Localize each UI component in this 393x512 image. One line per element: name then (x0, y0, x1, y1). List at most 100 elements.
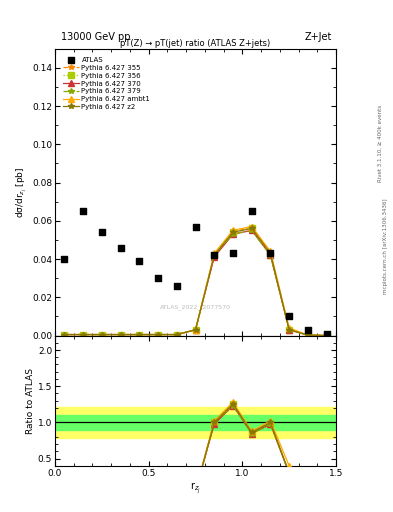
Pythia 6.427 370 (287, 327, 292, 333)
Pythia 6.427 370 (156, 331, 160, 337)
ATLAS (118, 243, 124, 251)
Text: ATLAS_2022_I2077570: ATLAS_2022_I2077570 (160, 304, 231, 310)
Pythia 6.427 ambt1 (81, 331, 86, 337)
Pythia 6.427 ambt1 (268, 248, 273, 254)
Pythia 6.427 370 (137, 331, 142, 337)
ATLAS (249, 207, 255, 216)
Pythia 6.427 z2 (81, 331, 86, 337)
Pythia 6.427 370 (306, 332, 310, 338)
Pythia 6.427 379 (212, 252, 217, 258)
Pythia 6.427 ambt1 (118, 331, 123, 337)
Pythia 6.427 355 (99, 331, 104, 337)
Text: Rivet 3.1.10, ≥ 400k events: Rivet 3.1.10, ≥ 400k events (378, 105, 383, 182)
Pythia 6.427 ambt1 (137, 331, 142, 337)
Pythia 6.427 379 (250, 227, 254, 233)
Pythia 6.427 z2 (212, 252, 217, 258)
Pythia 6.427 356 (193, 327, 198, 333)
Pythia 6.427 ambt1 (99, 331, 104, 337)
Pythia 6.427 ambt1 (231, 227, 235, 233)
Bar (55, 415, 336, 430)
X-axis label: r$_{z_j}$: r$_{z_j}$ (190, 480, 201, 496)
Pythia 6.427 370 (99, 331, 104, 337)
ATLAS (193, 222, 199, 230)
Pythia 6.427 z2 (250, 225, 254, 231)
ATLAS (323, 330, 330, 338)
Pythia 6.427 355 (268, 250, 273, 257)
Pythia 6.427 z2 (324, 332, 329, 338)
Pythia 6.427 356 (81, 331, 86, 337)
ATLAS (155, 274, 161, 282)
Pythia 6.427 355 (137, 331, 142, 337)
Line: Pythia 6.427 355: Pythia 6.427 355 (62, 224, 329, 338)
Y-axis label: dσ/dr$_{z_j}$ [pb]: dσ/dr$_{z_j}$ [pb] (15, 166, 29, 218)
Pythia 6.427 356 (287, 327, 292, 333)
Pythia 6.427 355 (118, 331, 123, 337)
Pythia 6.427 355 (156, 331, 160, 337)
Pythia 6.427 379 (231, 231, 235, 237)
Pythia 6.427 355 (231, 229, 235, 236)
ATLAS (286, 312, 292, 321)
Pythia 6.427 379 (324, 332, 329, 338)
Pythia 6.427 z2 (137, 331, 142, 337)
Pythia 6.427 356 (212, 252, 217, 258)
Title: pT(Z) → pT(jet) ratio (ATLAS Z+jets): pT(Z) → pT(jet) ratio (ATLAS Z+jets) (120, 39, 271, 48)
Pythia 6.427 356 (306, 332, 310, 338)
Pythia 6.427 355 (62, 331, 67, 337)
ATLAS (230, 249, 236, 258)
Pythia 6.427 370 (268, 252, 273, 258)
Pythia 6.427 379 (306, 332, 310, 338)
Line: Pythia 6.427 z2: Pythia 6.427 z2 (62, 226, 329, 338)
Pythia 6.427 370 (174, 331, 179, 337)
Pythia 6.427 370 (212, 254, 217, 260)
ATLAS (267, 249, 274, 258)
ATLAS (305, 326, 311, 334)
Pythia 6.427 379 (62, 331, 67, 337)
Pythia 6.427 370 (193, 327, 198, 333)
Line: Pythia 6.427 356: Pythia 6.427 356 (62, 226, 329, 338)
Text: mcplots.cern.ch [arXiv:1306.3436]: mcplots.cern.ch [arXiv:1306.3436] (384, 198, 388, 293)
Pythia 6.427 ambt1 (62, 331, 67, 337)
Pythia 6.427 355 (212, 252, 217, 258)
Pythia 6.427 z2 (62, 331, 67, 337)
Pythia 6.427 379 (287, 327, 292, 333)
Pythia 6.427 ambt1 (193, 327, 198, 333)
Pythia 6.427 370 (250, 227, 254, 233)
ATLAS (99, 228, 105, 237)
Pythia 6.427 355 (81, 331, 86, 337)
Pythia 6.427 ambt1 (212, 250, 217, 257)
Legend: ATLAS, Pythia 6.427 355, Pythia 6.427 356, Pythia 6.427 370, Pythia 6.427 379, P: ATLAS, Pythia 6.427 355, Pythia 6.427 35… (61, 54, 153, 113)
Line: Pythia 6.427 370: Pythia 6.427 370 (62, 227, 329, 338)
Pythia 6.427 z2 (287, 327, 292, 333)
Pythia 6.427 356 (137, 331, 142, 337)
Pythia 6.427 ambt1 (306, 332, 310, 338)
Pythia 6.427 370 (81, 331, 86, 337)
Bar (55, 407, 336, 438)
Pythia 6.427 370 (118, 331, 123, 337)
Pythia 6.427 355 (250, 223, 254, 229)
Pythia 6.427 379 (99, 331, 104, 337)
Pythia 6.427 ambt1 (250, 223, 254, 229)
Pythia 6.427 ambt1 (156, 331, 160, 337)
Pythia 6.427 356 (231, 229, 235, 236)
ATLAS (136, 257, 143, 265)
Line: Pythia 6.427 379: Pythia 6.427 379 (62, 227, 329, 338)
Pythia 6.427 356 (268, 252, 273, 258)
Pythia 6.427 z2 (174, 331, 179, 337)
Pythia 6.427 z2 (268, 250, 273, 257)
Line: Pythia 6.427 ambt1: Pythia 6.427 ambt1 (62, 224, 329, 338)
Pythia 6.427 379 (81, 331, 86, 337)
Pythia 6.427 355 (174, 331, 179, 337)
Pythia 6.427 370 (324, 332, 329, 338)
Pythia 6.427 379 (268, 252, 273, 258)
Pythia 6.427 355 (287, 327, 292, 333)
Pythia 6.427 356 (324, 332, 329, 338)
Pythia 6.427 355 (306, 332, 310, 338)
Pythia 6.427 z2 (193, 327, 198, 333)
Pythia 6.427 ambt1 (174, 331, 179, 337)
Pythia 6.427 379 (193, 327, 198, 333)
Pythia 6.427 356 (174, 331, 179, 337)
Pythia 6.427 379 (118, 331, 123, 337)
ATLAS (61, 255, 68, 263)
Pythia 6.427 379 (137, 331, 142, 337)
Pythia 6.427 z2 (118, 331, 123, 337)
